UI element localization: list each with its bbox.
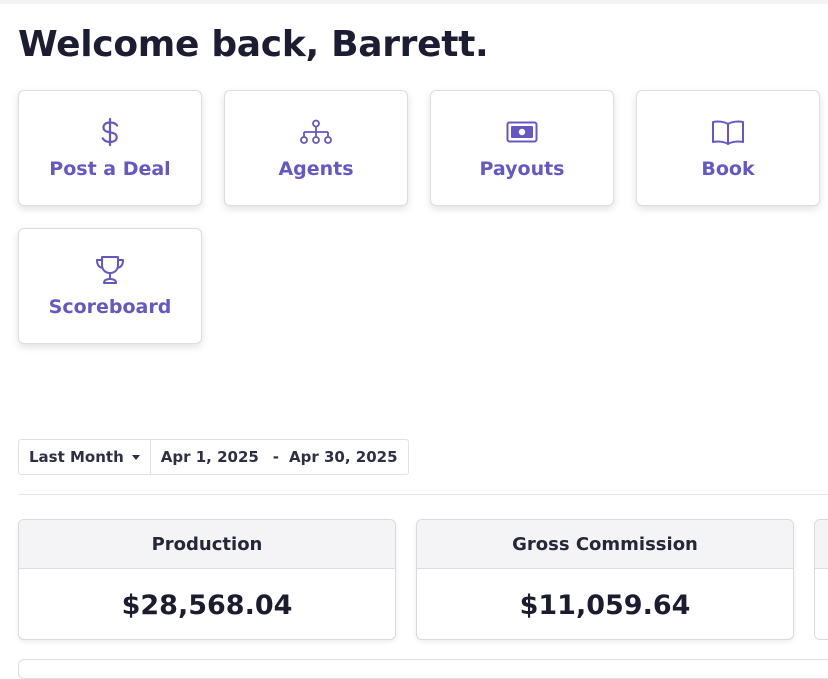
payouts-label: Payouts — [479, 158, 565, 180]
money-bill-icon — [505, 117, 539, 147]
welcome-heading: Welcome back, Barrett. — [18, 24, 489, 65]
trophy-icon — [93, 255, 127, 285]
org-chart-icon — [299, 117, 333, 147]
dollar-icon — [99, 117, 121, 147]
start-date-input[interactable]: Apr 1, 2025 — [151, 440, 265, 474]
book-label: Book — [701, 158, 755, 180]
post-deal-label: Post a Deal — [49, 158, 171, 180]
book-tile[interactable]: Book — [636, 90, 820, 206]
top-bar — [0, 0, 828, 4]
end-date-input[interactable]: Apr 30, 2025 — [289, 440, 408, 474]
production-stat-card: Production $28,568.04 — [18, 519, 396, 640]
bottom-panel — [18, 659, 828, 679]
scoreboard-tile[interactable]: Scoreboard — [18, 228, 202, 344]
payouts-tile[interactable]: Payouts — [430, 90, 614, 206]
post-deal-tile[interactable]: Post a Deal — [18, 90, 202, 206]
date-separator: - — [272, 448, 279, 466]
date-range-filter: Last Month Apr 1, 2025 - Apr 30, 2025 — [18, 439, 409, 475]
section-divider — [18, 494, 828, 495]
start-date-value: Apr 1, 2025 — [160, 448, 259, 466]
scoreboard-label: Scoreboard — [48, 296, 172, 318]
gross-commission-stat-label: Gross Commission — [417, 520, 793, 569]
gross-commission-stat-card: Gross Commission $11,059.64 — [416, 519, 794, 640]
book-open-icon — [710, 117, 746, 147]
caret-down-icon — [131, 455, 140, 460]
date-preset-dropdown[interactable]: Last Month — [19, 440, 151, 474]
next-stat-card — [814, 519, 828, 640]
agents-tile[interactable]: Agents — [224, 90, 408, 206]
production-stat-value: $28,568.04 — [121, 589, 293, 621]
date-preset-value: Last Month — [29, 448, 124, 466]
agents-label: Agents — [278, 158, 354, 180]
end-date-value: Apr 30, 2025 — [289, 448, 398, 466]
gross-commission-stat-value: $11,059.64 — [519, 589, 691, 621]
production-stat-label: Production — [19, 520, 395, 569]
